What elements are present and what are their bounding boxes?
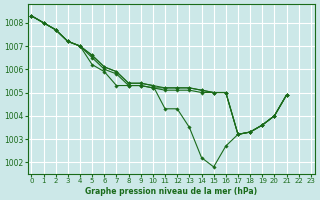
X-axis label: Graphe pression niveau de la mer (hPa): Graphe pression niveau de la mer (hPa) [85,187,257,196]
